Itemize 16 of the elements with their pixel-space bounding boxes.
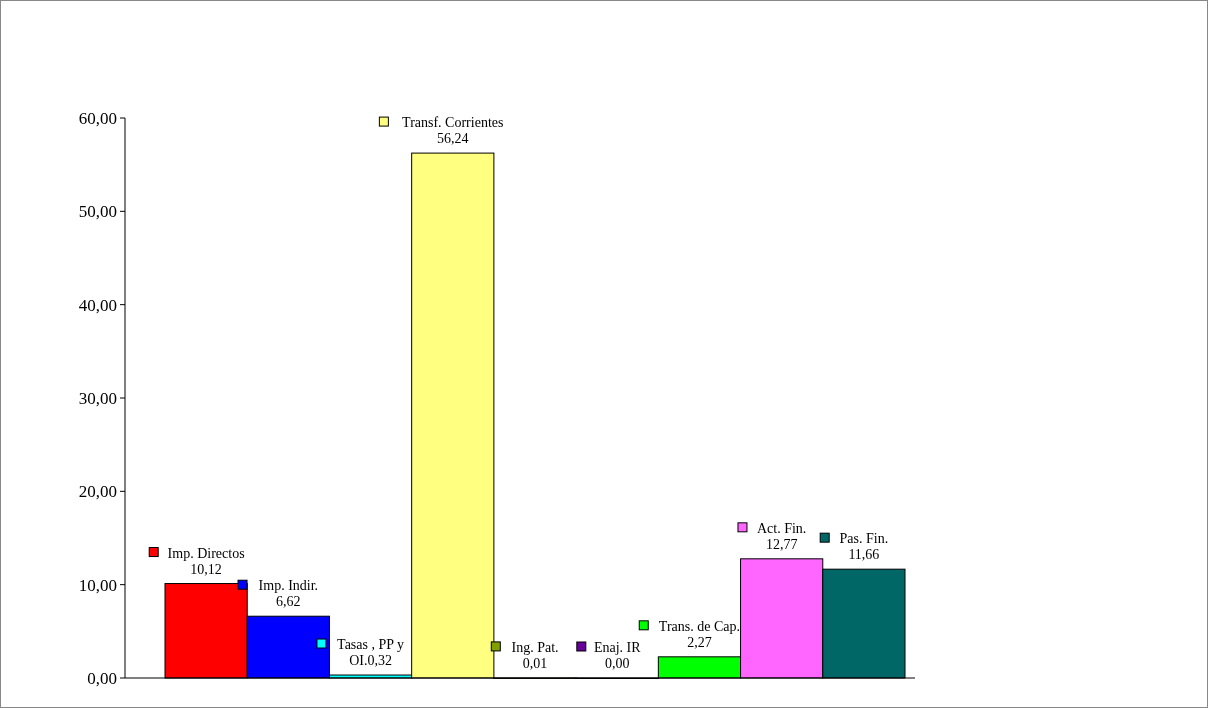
data-label: Ing. Pat. 0,01 — [511, 639, 559, 672]
data-label: Tasas , PP y OI.0,32 — [337, 637, 405, 669]
data-label: Trans. de Cap. 2,27 — [658, 618, 741, 650]
data-label: Transf. Corrientes 56,24 — [402, 115, 504, 147]
y-tick-label: 10,00 — [78, 575, 117, 595]
y-tick-label: 40,00 — [78, 295, 117, 315]
data-label: Imp. Indir. 6,62 — [258, 578, 319, 610]
data-label: Imp. Directos 10,12 — [167, 545, 245, 577]
y-tick-label: 0,00 — [87, 668, 117, 688]
y-tick-label: 60,00 — [78, 108, 117, 128]
data-label: Pas. Fin. 11,66 — [839, 531, 889, 563]
data-label: Act. Fin. 12,77 — [756, 520, 807, 552]
data-label: Enaj. IR 0,00 — [593, 640, 642, 672]
y-tick-label: 50,00 — [78, 202, 117, 222]
y-tick-label: 20,00 — [78, 482, 117, 502]
y-tick-label: 30,00 — [78, 388, 117, 408]
